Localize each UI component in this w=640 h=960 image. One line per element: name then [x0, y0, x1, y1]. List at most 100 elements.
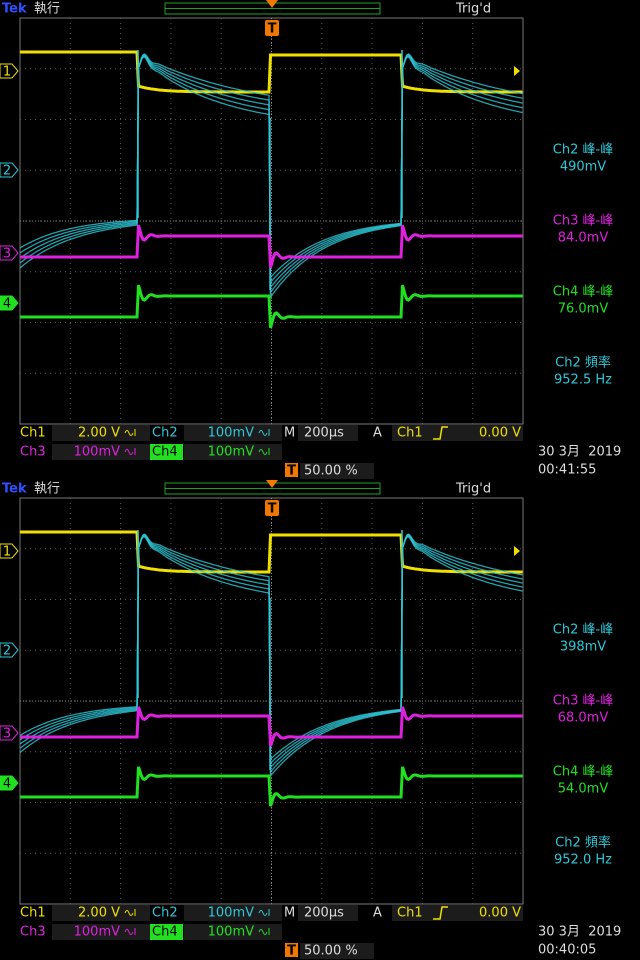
trigger-position-marker: T [287, 464, 296, 479]
timebase-value: 200µs [304, 426, 344, 441]
bandwidth-icon [258, 928, 270, 935]
trigger-marker: T [268, 502, 277, 517]
bandwidth-icon [258, 448, 270, 455]
ch1-trace [20, 50, 523, 94]
readout-box [52, 905, 150, 921]
readout-box [52, 924, 150, 940]
trigger-pointer [266, 480, 278, 488]
trigger-source: Ch1 [397, 426, 423, 441]
readout-box [52, 444, 150, 460]
channel-label: Ch1 [20, 906, 46, 921]
slope-icon [433, 906, 448, 920]
bandwidth-icon [258, 909, 270, 916]
date: 30 3月 2019 [538, 445, 621, 460]
channel-marker-box [0, 725, 19, 741]
timebase-label: M [284, 426, 295, 441]
brand: Tek [2, 2, 27, 17]
slope-icon [433, 426, 448, 440]
trigger-position: 50.00 % [304, 944, 358, 959]
measurement-value: 490mV [560, 160, 606, 175]
trigger-position-marker-box [285, 463, 298, 477]
timebase-label: M [284, 906, 295, 921]
trigger-level: 0.00 V [479, 906, 521, 921]
measurement-name: Ch3 峰-峰 [553, 694, 613, 709]
bandwidth-icon [124, 909, 136, 916]
channel-label: Ch3 [20, 925, 46, 940]
measurement-name: Ch2 峰-峰 [553, 623, 613, 638]
graticule [19, 17, 524, 425]
ch3-trace [20, 706, 523, 747]
trigger-level-marker [514, 546, 520, 556]
trigger-mode: A [373, 426, 382, 441]
channel-scale: 100mV [208, 426, 254, 441]
readout-box [298, 425, 358, 441]
ch2-trace [19, 535, 523, 774]
date: 30 3月 2019 [538, 925, 621, 940]
channel-marker: 2 [3, 644, 11, 659]
measurement-value: 398mV [560, 640, 606, 655]
ch2-trace [19, 534, 523, 765]
time: 00:41:55 [538, 463, 596, 478]
trigger-level: 0.00 V [479, 426, 521, 441]
trigger-pointer [266, 0, 278, 8]
channel-label: Ch2 [152, 906, 178, 921]
ch2-trace [19, 55, 523, 295]
ch2-trace [19, 533, 523, 761]
measurement-value: 54.0mV [558, 782, 609, 797]
trigger-position-marker: T [287, 944, 296, 959]
readout-box [184, 425, 282, 441]
run-state: 執行 [34, 1, 60, 17]
channel-scale: 100mV [74, 445, 120, 460]
channel-label-box [150, 444, 183, 460]
trigger-level-marker [514, 66, 520, 76]
readout-box [298, 905, 358, 921]
channel-label: Ch4 [152, 925, 178, 940]
trigger-source: Ch1 [397, 906, 423, 921]
measurement-value: 952.0 Hz [554, 853, 612, 868]
ch1-trace [20, 530, 523, 574]
measurement-name: Ch2 頻率 [555, 355, 611, 371]
measurement-name: Ch4 峰-峰 [553, 765, 613, 780]
run-state: 執行 [34, 481, 60, 497]
bandwidth-icon [124, 448, 136, 455]
channel-scale: 100mV [208, 906, 254, 921]
channel-scale: 2.00 V [78, 906, 120, 921]
readout-box [392, 425, 523, 441]
trigger-state: Trig'd [455, 2, 491, 17]
channel-marker: 4 [3, 297, 11, 312]
channel-scale: 100mV [208, 925, 254, 940]
ch2-trace [19, 53, 523, 285]
trigger-mode: A [373, 906, 382, 921]
timebase-value: 200µs [304, 906, 344, 921]
readout-box [52, 425, 150, 441]
channel-marker: 3 [3, 727, 11, 742]
channel-marker: 2 [3, 164, 11, 179]
measurement-value: 952.5 Hz [554, 373, 612, 388]
channel-scale: 100mV [74, 925, 120, 940]
channel-marker: 1 [3, 65, 11, 80]
channel-label-box [150, 924, 183, 940]
channel-label: Ch2 [152, 426, 178, 441]
trigger-marker-box [265, 20, 279, 36]
channel-marker: 3 [3, 247, 11, 262]
readout-box [300, 463, 374, 479]
readout-box [300, 943, 374, 959]
measurement-name: Ch2 頻率 [555, 835, 611, 851]
channel-marker-box [0, 63, 19, 79]
readout-box [392, 905, 523, 921]
channel-scale: 2.00 V [78, 426, 120, 441]
channel-marker-box [0, 642, 19, 658]
channel-label: Ch4 [152, 445, 178, 460]
bandwidth-icon [258, 429, 270, 436]
readout-box [184, 444, 282, 460]
measurement-value: 68.0mV [558, 711, 609, 726]
trigger-marker-box [265, 500, 279, 516]
channel-scale: 100mV [208, 445, 254, 460]
channel-marker: 4 [3, 777, 11, 792]
ch2-trace [19, 534, 523, 770]
measurement-value: 84.0mV [558, 231, 609, 246]
ch4-trace [20, 284, 523, 329]
trigger-state: Trig'd [455, 482, 491, 497]
measurement-name: Ch2 峰-峰 [553, 143, 613, 158]
